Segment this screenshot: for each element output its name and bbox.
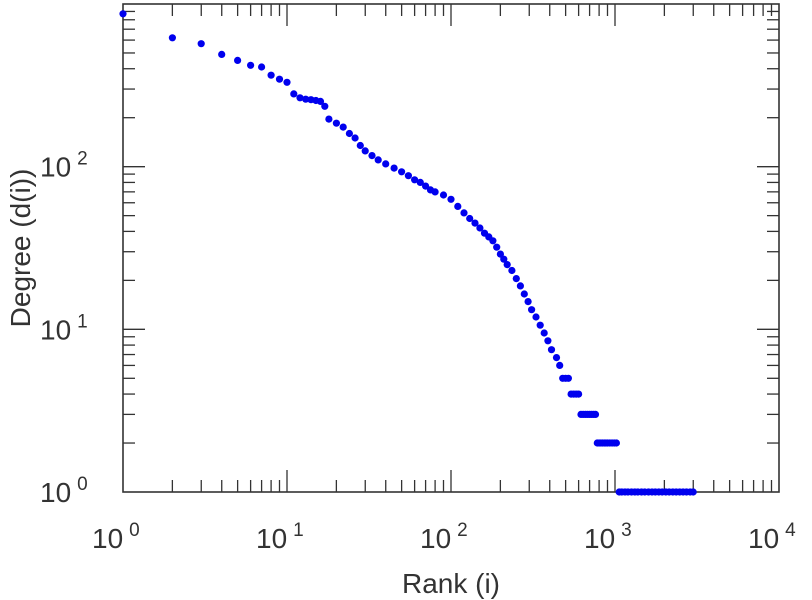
data-point <box>508 266 516 275</box>
data-point <box>382 160 390 168</box>
data-point <box>431 188 439 196</box>
data-point <box>368 152 376 160</box>
data-point <box>564 374 573 382</box>
y-tick-label: 10 2 <box>40 149 88 183</box>
x-tick-label: 10 4 <box>748 520 796 554</box>
data-point <box>591 410 600 418</box>
y-tick-label: 10 0 <box>40 474 88 508</box>
data-point <box>351 134 359 142</box>
data-point <box>520 290 528 298</box>
data-point <box>119 10 127 18</box>
x-tick-label: 10 0 <box>92 520 140 554</box>
axis-ticks <box>123 4 779 492</box>
data-point <box>374 156 382 164</box>
data-point <box>524 298 532 306</box>
data-point <box>439 191 448 199</box>
data-point <box>296 94 304 102</box>
data-point <box>689 488 697 496</box>
data-point <box>168 34 176 42</box>
x-tick-labels: 10 0 10 1 10 2 10 3 10 4 <box>92 520 796 554</box>
data-point <box>496 250 504 258</box>
data-point <box>540 329 548 337</box>
x-tick-label: 10 2 <box>420 520 468 554</box>
data-point <box>503 261 511 269</box>
data-point <box>516 282 525 290</box>
data-point <box>411 176 419 184</box>
y-tick-label: 10 1 <box>40 311 88 345</box>
data-point <box>361 147 369 155</box>
data-point <box>528 306 536 314</box>
data-point <box>325 115 333 123</box>
data-point <box>247 61 255 69</box>
data-point <box>612 439 621 447</box>
data-point <box>556 361 564 369</box>
data-point <box>532 313 540 321</box>
data-point <box>302 95 310 103</box>
y-axis-label: Degree (d(i)) <box>5 169 36 328</box>
data-point <box>422 182 430 190</box>
data-point <box>339 123 347 131</box>
data-point <box>234 56 242 64</box>
data-point <box>454 202 462 210</box>
data-point <box>536 321 544 329</box>
plot-frame <box>122 3 780 493</box>
data-point <box>466 214 474 223</box>
data-point <box>275 75 284 83</box>
data-point <box>197 40 205 48</box>
data-point <box>512 275 520 283</box>
data-point <box>447 195 455 203</box>
data-point <box>316 97 325 105</box>
data-point <box>332 119 340 127</box>
data-point <box>575 390 583 398</box>
data-point <box>218 50 226 59</box>
data-point <box>471 219 479 227</box>
x-axis-label: Rank (i) <box>402 568 500 599</box>
data-point <box>552 354 561 362</box>
data-point <box>283 78 291 86</box>
data-point <box>500 255 508 263</box>
x-tick-label: 10 1 <box>256 520 304 554</box>
x-tick-label: 10 3 <box>584 520 632 554</box>
data-point <box>390 164 398 172</box>
data-point <box>398 168 406 176</box>
data-point <box>493 243 501 251</box>
data-point <box>258 63 266 71</box>
data-point <box>345 129 353 138</box>
data-point <box>489 237 497 245</box>
data-points <box>119 10 697 496</box>
data-point <box>460 209 468 217</box>
data-point <box>544 337 552 345</box>
data-point <box>356 141 364 150</box>
data-point <box>404 172 412 180</box>
data-point <box>321 102 329 110</box>
data-point <box>267 71 275 79</box>
data-point <box>416 178 424 186</box>
data-point <box>476 224 484 232</box>
data-point <box>547 346 556 354</box>
data-point <box>290 90 298 98</box>
